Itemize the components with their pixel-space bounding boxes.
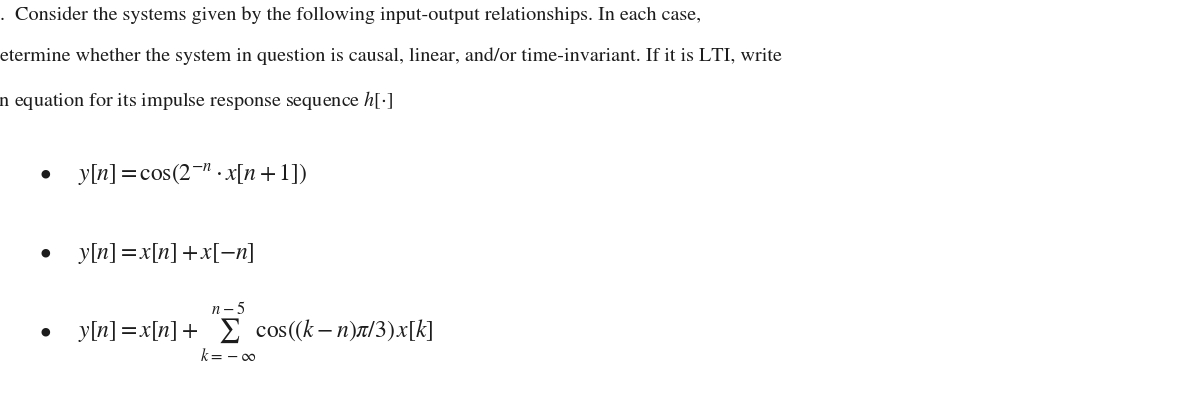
Text: $y[n] = x[n] + \sum_{k=-\infty}^{n-5} \cos((k-n)\pi/3)\, x[k]$: $y[n] = x[n] + \sum_{k=-\infty}^{n-5} \c…	[78, 301, 433, 365]
Text: •: •	[40, 323, 52, 343]
Text: an equation for its impulse response sequence $h[\cdot]$: an equation for its impulse response seq…	[0, 89, 394, 112]
Text: •: •	[40, 244, 52, 263]
Text: $y[n] = \cos(2^{-n} \cdot x[n+1])$: $y[n] = \cos(2^{-n} \cdot x[n+1])$	[78, 161, 307, 187]
Text: •: •	[40, 164, 52, 184]
Text: 1.  Consider the systems given by the following input-output relationships. In e: 1. Consider the systems given by the fol…	[0, 6, 702, 24]
Text: determine whether the system in question is causal, linear, and/or time-invarian: determine whether the system in question…	[0, 48, 782, 65]
Text: $y[n] = x[n] + x[-n]$: $y[n] = x[n] + x[-n]$	[78, 241, 254, 266]
